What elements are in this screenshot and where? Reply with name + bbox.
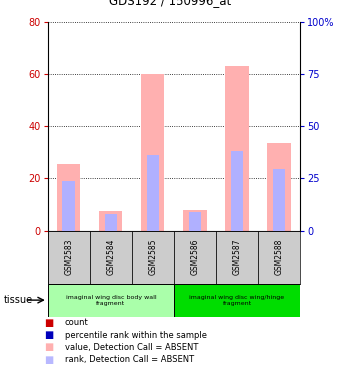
Bar: [174, 231, 216, 284]
Text: GSM2583: GSM2583: [64, 239, 73, 275]
Bar: [99, 211, 122, 231]
Text: GDS192 / 150996_at: GDS192 / 150996_at: [109, 0, 232, 7]
Bar: [104, 214, 117, 231]
Bar: [183, 210, 207, 231]
Text: imaginal wing disc body wall
fragment: imaginal wing disc body wall fragment: [65, 295, 156, 306]
Text: GSM2585: GSM2585: [148, 239, 158, 275]
Bar: [132, 231, 174, 284]
Bar: [225, 66, 249, 231]
Text: ■: ■: [44, 330, 54, 340]
Text: count: count: [65, 318, 89, 327]
Bar: [189, 212, 201, 231]
Bar: [216, 231, 258, 284]
Bar: [48, 284, 174, 317]
Text: value, Detection Call = ABSENT: value, Detection Call = ABSENT: [65, 343, 198, 352]
Text: ■: ■: [44, 343, 54, 352]
Text: GSM2584: GSM2584: [106, 239, 115, 275]
Bar: [273, 169, 285, 231]
Bar: [147, 155, 159, 231]
Bar: [174, 284, 300, 317]
Bar: [57, 164, 80, 231]
Bar: [62, 181, 75, 231]
Bar: [141, 74, 164, 231]
Text: GSM2587: GSM2587: [233, 239, 241, 275]
Bar: [48, 231, 90, 284]
Bar: [258, 231, 300, 284]
Bar: [267, 143, 291, 231]
Text: rank, Detection Call = ABSENT: rank, Detection Call = ABSENT: [65, 355, 194, 364]
Text: GSM2588: GSM2588: [275, 239, 284, 275]
Text: ■: ■: [44, 318, 54, 328]
Text: GSM2586: GSM2586: [190, 239, 199, 275]
Text: percentile rank within the sample: percentile rank within the sample: [65, 330, 207, 340]
Bar: [231, 151, 243, 231]
Text: tissue: tissue: [3, 295, 32, 305]
Bar: [90, 231, 132, 284]
Text: imaginal wing disc wing/hinge
fragment: imaginal wing disc wing/hinge fragment: [190, 295, 284, 306]
Text: ■: ■: [44, 355, 54, 365]
